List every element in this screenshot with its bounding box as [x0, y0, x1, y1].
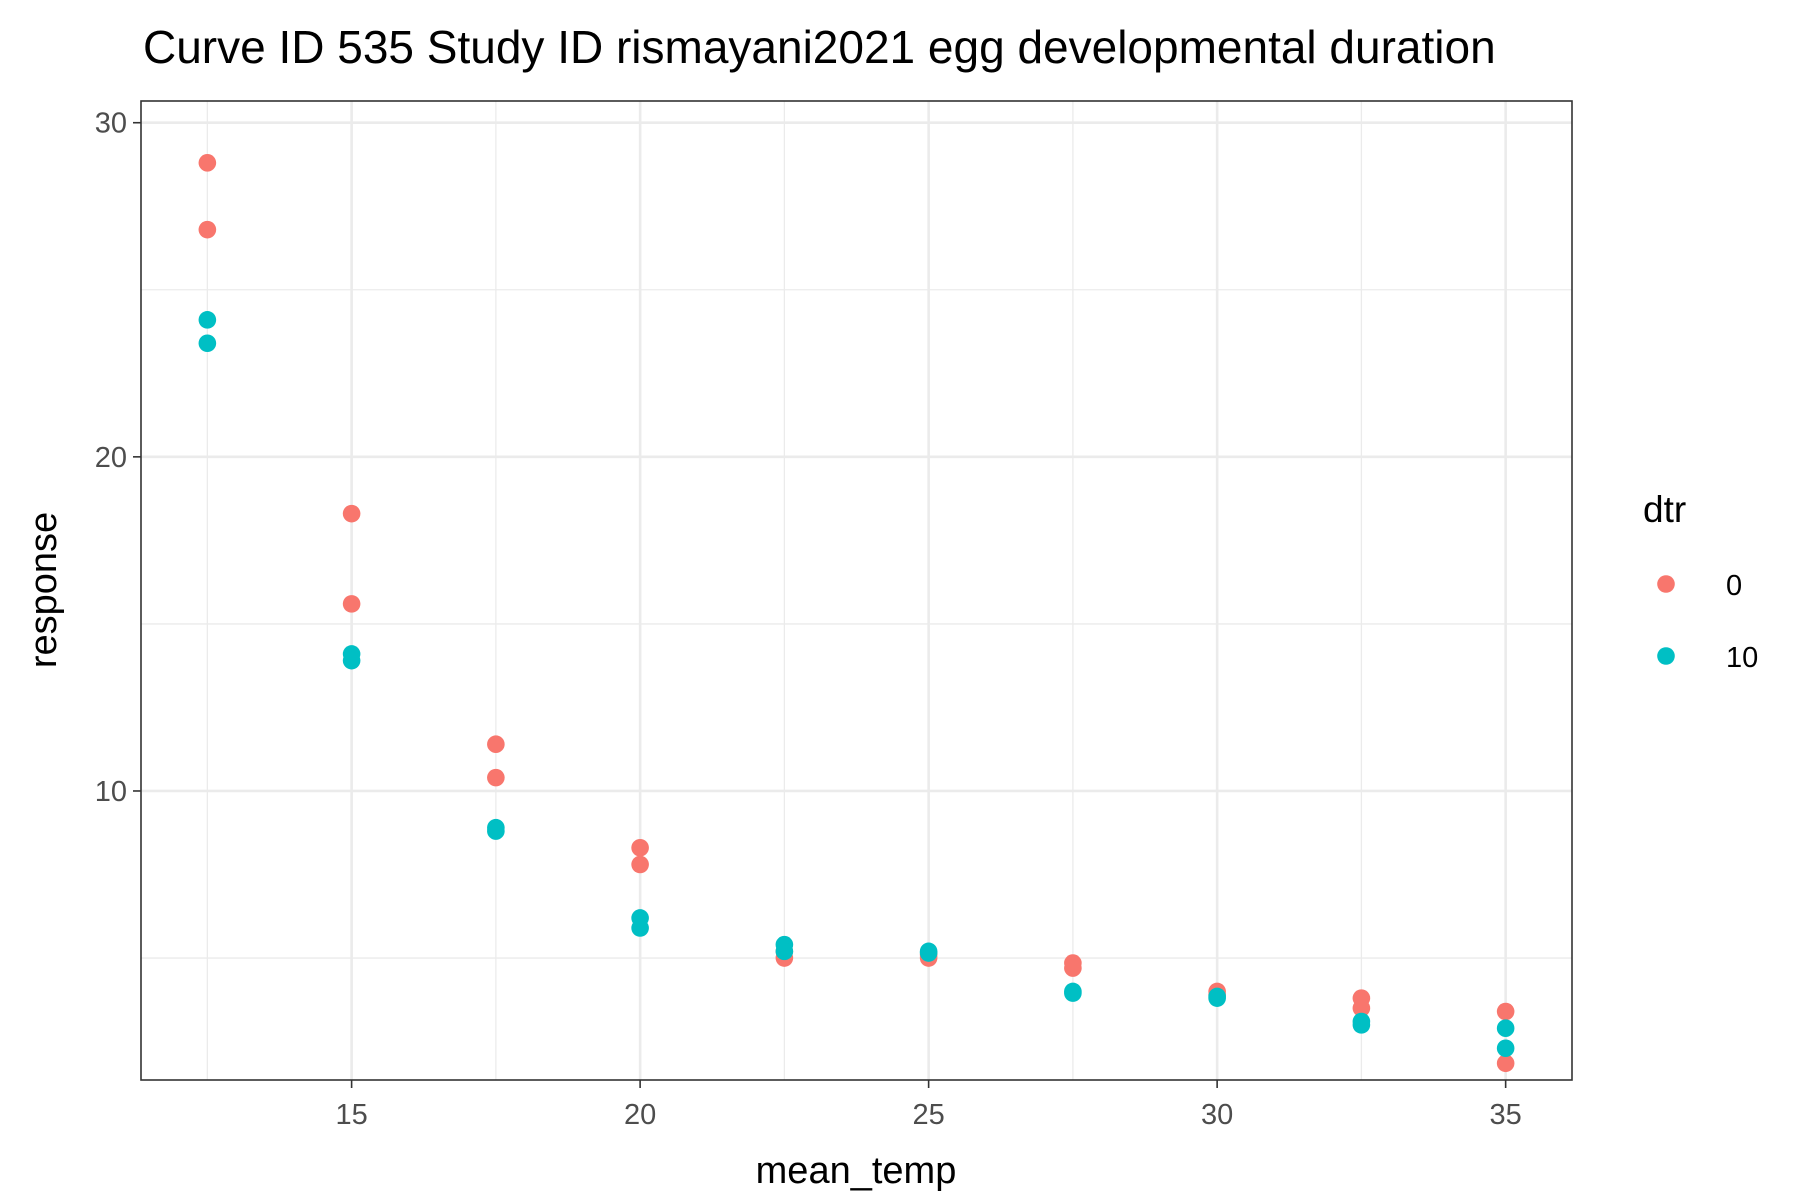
- plot-border: [140, 100, 1573, 1081]
- data-point-dtr-0: [487, 735, 505, 753]
- x-tick-label: 20: [624, 1099, 656, 1131]
- data-point-dtr-10: [342, 651, 361, 670]
- legend-label-10: 10: [1726, 642, 1758, 674]
- x-tick-label: 25: [912, 1099, 944, 1131]
- minor-gridlines: [141, 101, 1572, 1080]
- data-point-dtr-10: [198, 334, 217, 353]
- x-tick-label: 30: [1201, 1099, 1233, 1131]
- data-point-dtr-0: [487, 768, 505, 787]
- y-tick-label: 10: [95, 776, 127, 808]
- x-axis-title: mean_temp: [756, 1150, 957, 1192]
- data-point-dtr-0: [631, 855, 649, 874]
- plot-panel: [141, 101, 1572, 1080]
- legend: dtr 0 10: [1643, 489, 1758, 674]
- y-tick-label: 20: [95, 442, 127, 474]
- y-axis-title: response: [23, 512, 65, 668]
- data-point-dtr-0: [1352, 999, 1371, 1017]
- data-point-dtr-10: [631, 919, 649, 937]
- data-point-dtr-10: [1496, 1019, 1515, 1038]
- data-point-dtr-0: [342, 504, 361, 523]
- data-point-dtr-10: [487, 822, 505, 840]
- data-point-dtr-0: [342, 595, 361, 613]
- y-axis: 10 20 30: [95, 108, 141, 808]
- data-point-dtr-10: [198, 311, 217, 329]
- data-point-dtr-0: [1496, 1002, 1515, 1021]
- x-tick-label: 15: [335, 1099, 367, 1131]
- data-point-dtr-10: [1064, 982, 1082, 1001]
- legend-title: dtr: [1643, 489, 1686, 530]
- y-tick-label: 30: [95, 108, 127, 140]
- legend-key-0: [1657, 575, 1675, 593]
- data-point-dtr-10: [1352, 1016, 1371, 1034]
- legend-label-0: 0: [1726, 570, 1742, 602]
- data-point-dtr-10: [1208, 987, 1226, 1006]
- data-point-dtr-0: [1496, 1054, 1515, 1073]
- chart-title: Curve ID 535 Study ID rismayani2021 egg …: [143, 21, 1496, 73]
- x-tick-label: 35: [1490, 1099, 1522, 1131]
- x-axis: 15 20 25 30 35: [335, 1080, 1522, 1131]
- data-point-dtr-0: [631, 838, 649, 857]
- data-point-dtr-0: [1064, 954, 1082, 972]
- data-point-dtr-10: [775, 942, 794, 961]
- data-points: [198, 154, 1515, 1073]
- data-point-dtr-0: [198, 154, 217, 172]
- data-point-dtr-10: [1496, 1039, 1515, 1058]
- legend-key-10: [1657, 647, 1675, 665]
- data-point-dtr-0: [198, 220, 217, 239]
- data-point-dtr-10: [919, 944, 938, 962]
